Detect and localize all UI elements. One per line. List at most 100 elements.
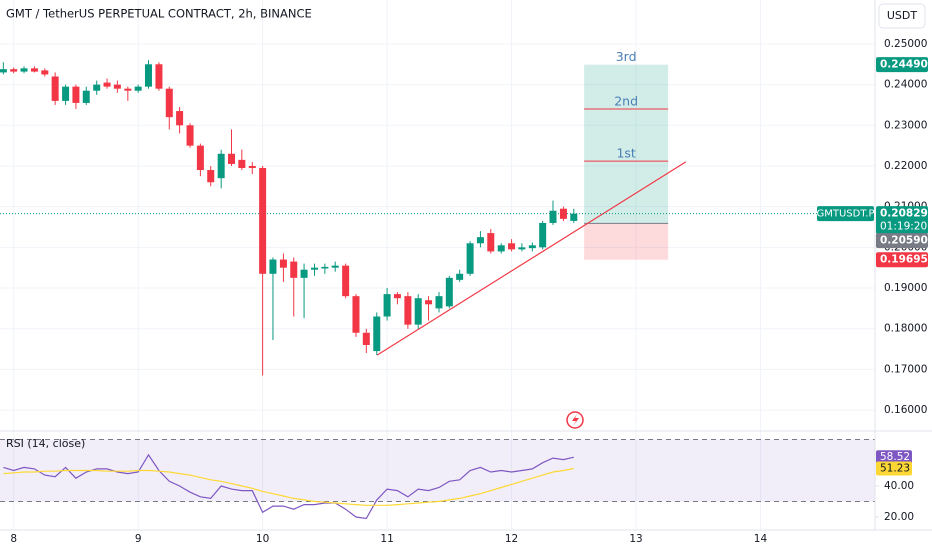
candle-body [279,259,287,268]
x-tick-label: 9 [135,533,142,545]
candle-body [508,243,516,250]
rsi-value-box [876,461,912,476]
candle-body [352,296,360,333]
candle-body [435,296,443,309]
trendline [376,161,687,356]
candle-body [10,69,18,72]
symbol-label: GMTUSDT.P [817,209,875,220]
y-tick-label: 0.19000 [884,282,927,294]
target-level-label: 1st [616,146,635,161]
candle-body [72,86,80,103]
labels-layer: 0.250000.240000.230000.220000.210000.200… [10,38,928,545]
candle-body [124,88,132,91]
y-tick-label: 0.24000 [884,79,927,91]
rsi-line [3,453,574,520]
candle-body [62,86,70,101]
candle-body [311,267,319,270]
candle-body [0,69,7,73]
candle-body [51,76,59,101]
currency-button[interactable] [878,3,926,29]
candle-body [456,273,464,280]
entry-price-box [876,233,928,249]
candle-body [393,294,401,299]
last-price-label: 0.20829 [880,208,928,220]
y-tick-label: 0.22000 [884,160,927,172]
candle-body [518,247,526,250]
candle-body [373,316,381,352]
last-price-box [876,206,928,235]
candle-body [103,82,111,87]
candle-body [196,145,204,171]
rsi-tick-label: 20.00 [884,511,914,523]
grid-layer [0,0,879,530]
candle-body [539,222,547,248]
rsi-value-label: 58.52 [880,451,910,463]
candle-body [186,125,194,146]
candle-body [331,265,339,268]
candle-body [549,210,557,223]
target-price-label: 0.24490 [880,59,928,71]
candle-body [82,90,90,103]
rsi-line [3,467,574,506]
alert-icon[interactable] [566,411,584,429]
candle-body [144,64,152,87]
candle-body [425,300,433,305]
candle-body [414,298,422,325]
candle-body [466,243,474,274]
rsi-value-label: 51.23 [880,463,910,475]
target-price-box [876,57,928,73]
profit-zone [584,64,669,224]
y-tick-label: 0.18000 [884,323,927,335]
candle-body [290,261,298,278]
candle-body [269,259,277,274]
x-tick-label: 12 [505,533,518,545]
y-tick-label: 0.16000 [884,404,927,416]
candle-body [528,245,536,249]
y-tick-label: 0.25000 [884,38,927,50]
candle-body [404,296,412,325]
candle-body [155,64,163,89]
candle-body [342,265,350,297]
countdown-label: 01:19:20 [880,221,927,233]
candle-body [362,332,370,345]
target-level-label: 3rd [616,49,637,64]
candle-body [113,84,121,89]
candle-body [165,88,173,118]
candle-body [93,84,101,91]
target-level-label: 2nd [614,94,638,109]
candle-body [248,165,256,169]
entry-price-label: 0.20590 [880,235,928,247]
rsi-value-box [876,450,912,465]
candle-body [487,233,495,252]
candle-body [20,68,28,72]
alert-bolt[interactable] [572,414,579,426]
candle-body [559,208,567,219]
candle-body [176,111,184,126]
main-layer: 1st 2nd 3rd [0,49,875,520]
candle-body [30,68,38,72]
candle-body [134,86,142,91]
y-tick-label: 0.23000 [884,119,927,131]
chart-title: GMT / TetherUS PERPETUAL CONTRACT, 2h, B… [6,7,312,21]
currency-label[interactable]: USDT [887,9,918,22]
rsi-title: RSI (14, close) [6,437,85,450]
x-tick-label: 10 [256,533,269,545]
candle-body [238,159,246,169]
candle-body [207,170,215,183]
x-tick-label: 14 [754,533,768,545]
candle-body [321,266,329,269]
loss-zone [584,223,669,260]
x-tick-label: 11 [380,533,393,545]
candle-body [300,269,308,278]
symbol-box [817,206,874,222]
stop-price-label: 0.19695 [880,254,928,266]
candle-body [41,70,49,75]
candle-body [383,294,391,317]
candle-body [497,245,505,252]
stop-price-box [876,252,928,268]
x-tick-label: 8 [10,533,17,545]
candle-body [476,237,484,244]
rsi-tick-label: 40.00 [884,480,914,492]
